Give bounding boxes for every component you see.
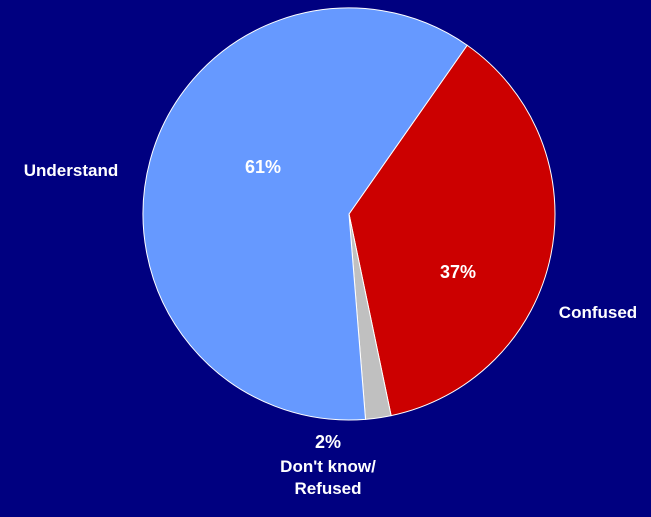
slice-category-label: Refused [294, 479, 361, 498]
slice-category-label: Don't know/ [280, 457, 376, 476]
slice-category-label: Understand [24, 161, 118, 180]
slice-percent-label: 2% [315, 432, 341, 452]
slice-percent-label: 37% [440, 262, 476, 282]
pie-slice [142, 7, 468, 421]
slice-category-label: Confused [559, 303, 637, 322]
slice-percent-label: 61% [245, 157, 281, 177]
pie-slice [348, 44, 556, 417]
